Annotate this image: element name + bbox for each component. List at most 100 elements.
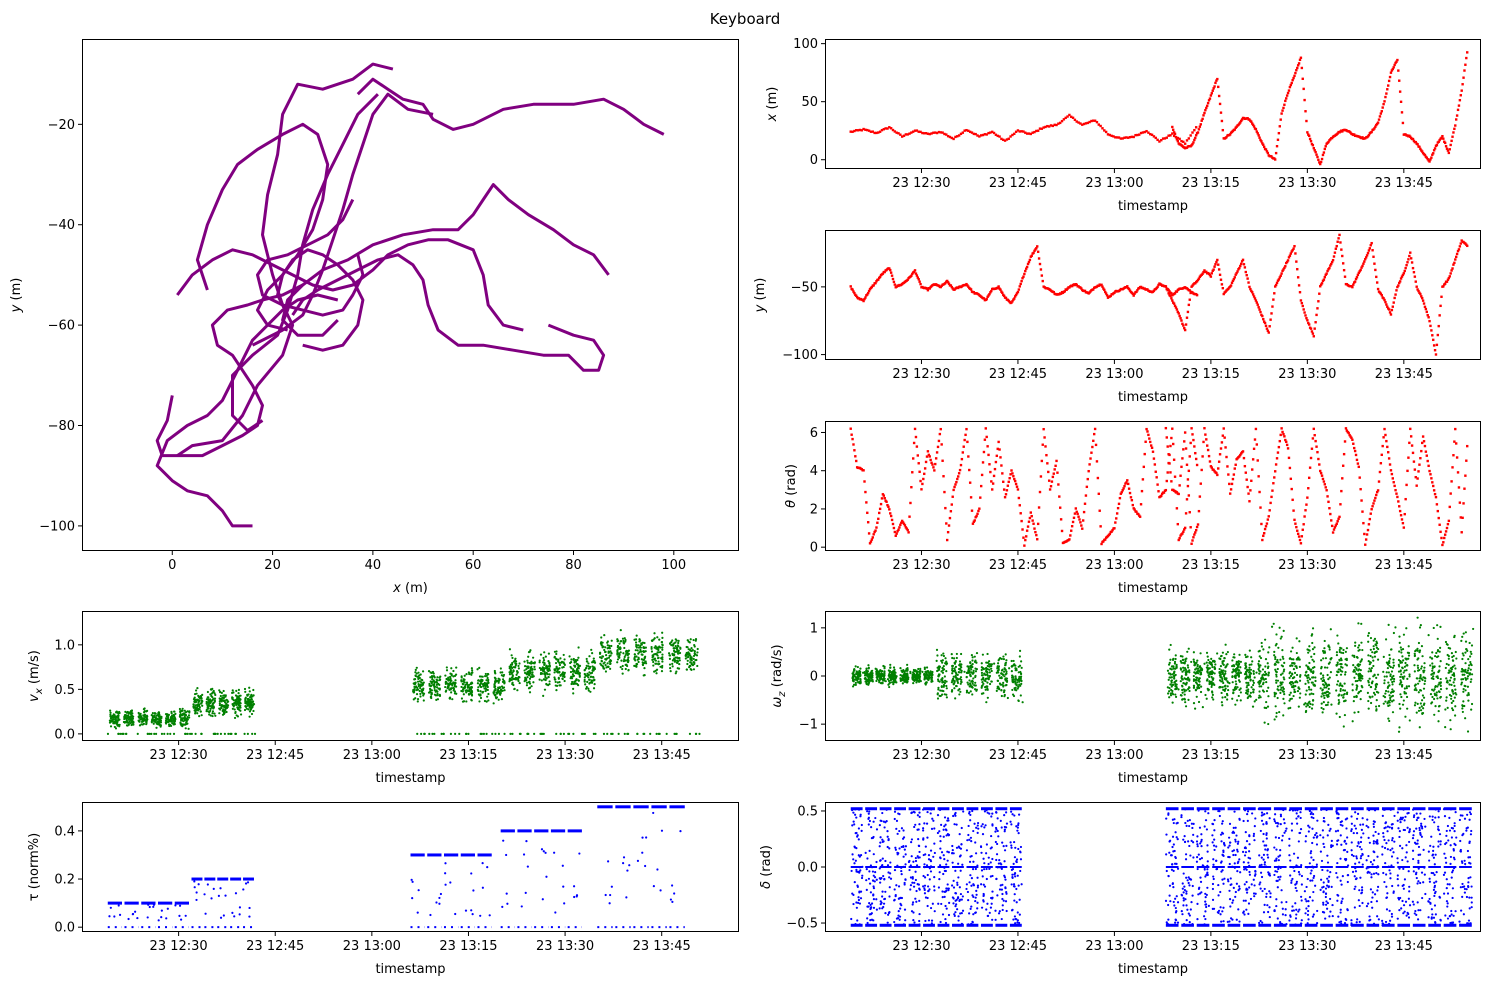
data-point bbox=[1448, 275, 1451, 278]
data-point bbox=[1153, 463, 1157, 466]
data-point bbox=[170, 712, 173, 715]
data-point bbox=[122, 732, 125, 735]
data-point bbox=[1036, 538, 1039, 541]
data-point bbox=[1330, 136, 1334, 140]
data-point bbox=[590, 681, 593, 684]
data-point bbox=[903, 679, 906, 682]
data-point bbox=[588, 667, 591, 670]
y-tick-label: 0.5 bbox=[54, 683, 75, 698]
data-point bbox=[688, 732, 692, 735]
data-point bbox=[499, 693, 502, 696]
data-point bbox=[900, 679, 903, 682]
data-point bbox=[1286, 447, 1290, 450]
data-point bbox=[893, 530, 897, 534]
data-point bbox=[903, 524, 907, 527]
data-point bbox=[1306, 131, 1309, 134]
data-point bbox=[485, 732, 488, 735]
data-point bbox=[1134, 133, 1137, 137]
data-point bbox=[195, 692, 198, 695]
data-point bbox=[972, 669, 975, 672]
data-point bbox=[543, 688, 547, 691]
data-point bbox=[1386, 445, 1389, 449]
x-tick-label: 100 bbox=[661, 558, 686, 573]
data-point bbox=[963, 438, 966, 442]
data-point bbox=[1001, 472, 1004, 475]
y-axis-label-unit: (m) bbox=[753, 278, 768, 305]
data-point bbox=[921, 131, 924, 135]
data-point bbox=[884, 127, 887, 130]
data-point bbox=[867, 679, 870, 682]
data-point bbox=[1030, 254, 1033, 258]
data-point bbox=[1013, 295, 1017, 298]
data-point bbox=[1051, 475, 1055, 479]
data-point bbox=[412, 682, 415, 685]
data-point bbox=[888, 669, 892, 673]
data-point bbox=[1400, 275, 1404, 278]
data-point bbox=[1188, 298, 1191, 301]
data-point bbox=[518, 676, 521, 679]
data-point bbox=[187, 714, 191, 717]
data-point bbox=[1136, 289, 1139, 292]
data-point bbox=[892, 683, 895, 686]
data-point bbox=[1084, 122, 1088, 125]
data-point bbox=[511, 681, 514, 684]
data-point bbox=[1366, 528, 1370, 532]
data-point bbox=[468, 683, 471, 686]
data-point bbox=[1210, 92, 1214, 95]
data-point bbox=[691, 664, 695, 667]
data-point bbox=[1450, 269, 1453, 272]
data-point bbox=[481, 691, 484, 694]
data-point bbox=[1385, 303, 1388, 306]
data-point bbox=[574, 671, 577, 675]
data-point bbox=[578, 672, 581, 675]
data-point bbox=[954, 135, 957, 139]
data-point bbox=[183, 709, 186, 712]
data-point bbox=[141, 718, 144, 721]
data-point bbox=[197, 709, 200, 712]
data-point bbox=[1210, 466, 1214, 469]
data-point bbox=[660, 670, 664, 673]
data-point bbox=[893, 130, 897, 133]
y-tick-label: 0 bbox=[810, 153, 818, 168]
data-point bbox=[957, 678, 960, 681]
data-point bbox=[922, 477, 925, 481]
data-point bbox=[921, 482, 924, 486]
data-point bbox=[1396, 495, 1399, 499]
data-point bbox=[533, 732, 536, 735]
data-point bbox=[1150, 446, 1154, 450]
data-point bbox=[1092, 439, 1095, 443]
data-point bbox=[686, 659, 689, 662]
data-point bbox=[486, 676, 489, 680]
data-point bbox=[572, 687, 575, 690]
data-point bbox=[650, 647, 653, 650]
data-point bbox=[1316, 155, 1319, 159]
data-point bbox=[1082, 122, 1086, 126]
data-point bbox=[1358, 476, 1361, 479]
data-point bbox=[650, 645, 653, 649]
data-point bbox=[865, 501, 868, 504]
data-point bbox=[484, 689, 487, 693]
data-point bbox=[1464, 63, 1467, 66]
data-point bbox=[516, 689, 519, 692]
data-point bbox=[1089, 457, 1092, 460]
data-point bbox=[934, 457, 938, 460]
data-point bbox=[954, 697, 957, 700]
data-point bbox=[1328, 266, 1331, 270]
data-point bbox=[968, 679, 971, 682]
data-point bbox=[853, 129, 856, 133]
data-point bbox=[244, 696, 247, 699]
data-point bbox=[667, 652, 671, 655]
data-point bbox=[1388, 311, 1392, 314]
data-point bbox=[692, 638, 695, 642]
data-point bbox=[1375, 490, 1379, 494]
data-point bbox=[1103, 288, 1106, 292]
data-point bbox=[937, 688, 940, 691]
data-point bbox=[106, 732, 110, 735]
data-point bbox=[859, 674, 862, 677]
data-point bbox=[199, 710, 202, 713]
data-point bbox=[1191, 433, 1194, 436]
data-point bbox=[964, 433, 967, 437]
data-point bbox=[571, 675, 575, 678]
data-point bbox=[867, 532, 871, 535]
data-point bbox=[910, 485, 913, 489]
